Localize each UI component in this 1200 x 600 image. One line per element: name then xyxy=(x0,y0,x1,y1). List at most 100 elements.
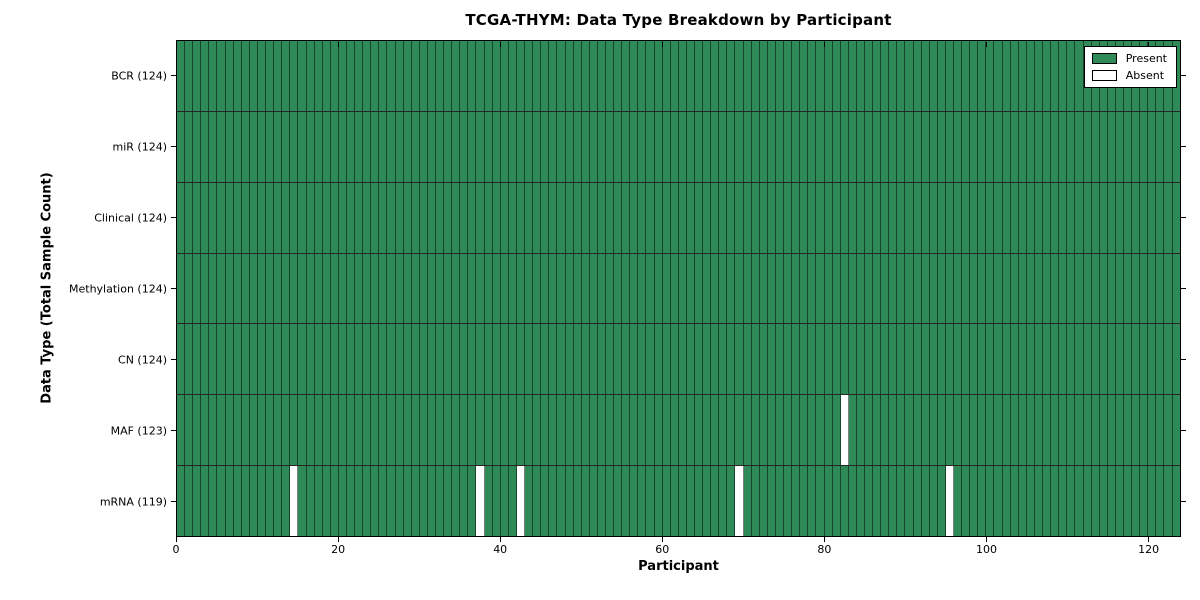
participant-cell xyxy=(533,111,542,182)
participant-cell xyxy=(411,111,420,182)
participant-cell xyxy=(824,182,833,253)
participant-cell xyxy=(719,182,728,253)
participant-cell xyxy=(1091,324,1100,395)
participant-cell xyxy=(427,111,436,182)
participant-cell xyxy=(395,395,404,466)
participant-cell xyxy=(662,41,671,111)
participant-cell xyxy=(945,41,954,111)
participant-cell xyxy=(338,111,347,182)
participant-cell xyxy=(978,395,987,466)
legend-item-present: Present xyxy=(1091,53,1167,64)
participant-cell xyxy=(508,182,517,253)
tick-mark xyxy=(823,41,825,47)
participant-cell xyxy=(759,395,768,466)
participant-cell xyxy=(581,395,590,466)
tick-mark xyxy=(823,537,825,542)
participant-cell xyxy=(800,111,809,182)
tick-mark xyxy=(499,41,501,47)
participant-cell xyxy=(1026,466,1035,537)
participant-cell xyxy=(177,111,186,182)
participant-cell xyxy=(589,111,598,182)
participant-cell xyxy=(371,324,380,395)
participant-cell xyxy=(257,466,267,537)
participant-cell xyxy=(436,395,445,466)
participant-cell xyxy=(1156,324,1165,395)
participant-cell xyxy=(1002,182,1011,253)
participant-cell xyxy=(573,182,582,253)
participant-cell xyxy=(525,111,534,182)
participant-cell xyxy=(824,253,833,324)
participant-cell xyxy=(792,111,801,182)
participant-cell xyxy=(832,395,841,466)
participant-cell xyxy=(427,41,436,111)
participant-cell xyxy=(274,182,283,253)
participant-cell xyxy=(1002,111,1011,182)
participant-cell xyxy=(460,253,469,324)
participant-cell xyxy=(508,111,517,182)
participant-cell xyxy=(444,253,453,324)
participant-cell xyxy=(403,182,412,253)
participant-cell xyxy=(1034,253,1044,324)
participant-cell xyxy=(444,395,453,466)
participant-cell xyxy=(881,324,890,395)
participant-cell xyxy=(832,324,841,395)
participant-cell xyxy=(1132,253,1141,324)
participant-cell xyxy=(695,253,704,324)
participant-cell xyxy=(719,253,728,324)
participant-cell xyxy=(678,182,687,253)
participant-cell xyxy=(711,253,720,324)
participant-cell xyxy=(848,111,857,182)
participant-cell xyxy=(557,41,566,111)
participant-cell xyxy=(257,395,267,466)
participant-cell xyxy=(379,41,388,111)
participant-cell xyxy=(808,182,817,253)
participant-cell xyxy=(840,466,849,537)
participant-cell xyxy=(346,395,356,466)
participant-cell xyxy=(1083,466,1092,537)
participant-cell xyxy=(476,324,485,395)
participant-cell xyxy=(427,466,436,537)
participant-cell xyxy=(193,466,202,537)
participant-cell xyxy=(1075,41,1084,111)
participant-cell xyxy=(541,41,550,111)
participant-cell xyxy=(355,253,364,324)
participant-cell xyxy=(403,111,412,182)
participant-cell xyxy=(994,41,1003,111)
participant-cell-absent xyxy=(945,466,954,537)
participant-cell xyxy=(1075,324,1084,395)
participant-cell xyxy=(1132,324,1141,395)
participant-cell xyxy=(1115,324,1124,395)
participant-cell xyxy=(330,324,339,395)
participant-cell xyxy=(735,41,744,111)
participant-cell xyxy=(605,182,615,253)
participant-cell xyxy=(419,395,428,466)
xtick-label-80: 80 xyxy=(817,543,832,556)
participant-cell xyxy=(1010,111,1019,182)
participant-cell xyxy=(460,395,469,466)
participant-cell xyxy=(225,253,234,324)
participant-cell xyxy=(1002,466,1011,537)
participant-cell xyxy=(670,395,679,466)
participant-cell xyxy=(533,395,542,466)
participant-cell xyxy=(654,41,663,111)
participant-cell xyxy=(646,324,655,395)
participant-cell xyxy=(589,182,598,253)
participant-cell xyxy=(241,111,250,182)
participant-cell xyxy=(751,111,760,182)
participant-cell xyxy=(970,466,979,537)
participant-cell xyxy=(695,395,704,466)
participant-cell xyxy=(508,395,517,466)
participant-cell xyxy=(897,395,906,466)
participant-cell xyxy=(371,253,380,324)
participant-cell xyxy=(533,466,542,537)
participant-cell xyxy=(622,111,631,182)
participant-cell xyxy=(1164,324,1173,395)
participant-cell xyxy=(792,324,801,395)
participant-cell xyxy=(306,466,315,537)
participant-cell xyxy=(387,111,396,182)
participant-cell xyxy=(1010,182,1019,253)
participant-cell xyxy=(913,324,922,395)
participant-cell xyxy=(840,253,849,324)
participant-cell xyxy=(1051,41,1060,111)
participant-cell xyxy=(808,41,817,111)
